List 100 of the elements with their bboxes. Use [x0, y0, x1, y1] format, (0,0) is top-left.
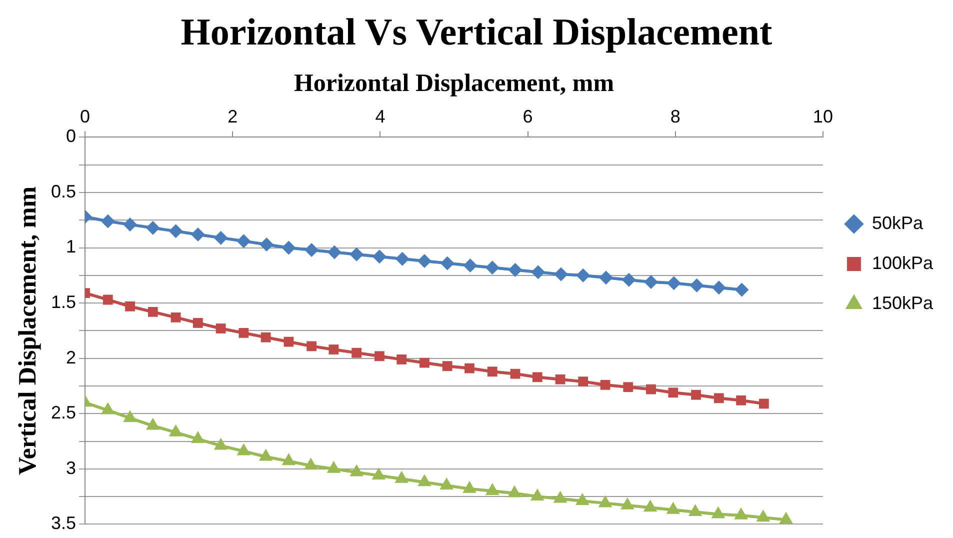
point	[282, 240, 296, 255]
point	[304, 242, 319, 257]
point	[734, 507, 748, 520]
point	[442, 361, 452, 372]
point	[711, 506, 726, 518]
y-tick-label: 2.5	[50, 402, 76, 423]
point	[190, 228, 205, 242]
point	[690, 278, 704, 292]
legend-label: 100kPa	[872, 252, 934, 273]
point	[643, 500, 658, 512]
point	[372, 468, 386, 480]
point	[578, 376, 588, 387]
y-tick-label: 3.5	[50, 513, 76, 534]
point	[327, 245, 342, 260]
point	[668, 388, 678, 398]
point	[758, 398, 769, 409]
point	[463, 258, 478, 272]
y-tick-label: 0.5	[50, 181, 76, 202]
point	[623, 382, 634, 392]
legend-label: 50kPa	[872, 212, 924, 233]
point	[418, 474, 432, 486]
point	[258, 448, 273, 461]
point	[146, 220, 160, 235]
point	[646, 384, 656, 394]
point	[688, 504, 702, 516]
point	[306, 341, 317, 352]
point	[123, 410, 137, 422]
point	[260, 237, 274, 252]
point	[236, 234, 251, 248]
y-tick-label: 1.5	[50, 292, 76, 312]
x-tick-label: 4	[375, 106, 386, 126]
point	[620, 497, 634, 510]
x-tick-label: 10	[812, 106, 833, 126]
point	[125, 301, 135, 312]
point	[464, 363, 474, 374]
point	[691, 390, 701, 400]
point	[214, 438, 228, 450]
point	[168, 424, 183, 436]
point	[282, 453, 296, 466]
point	[170, 312, 181, 322]
point	[600, 380, 610, 390]
point	[396, 354, 407, 364]
point	[666, 502, 680, 514]
point	[352, 348, 362, 358]
point	[350, 247, 364, 262]
point	[372, 250, 386, 264]
point	[304, 458, 318, 470]
point	[123, 218, 138, 232]
point	[440, 478, 454, 490]
point	[575, 492, 590, 505]
point	[756, 510, 770, 522]
point	[462, 480, 476, 493]
point	[666, 276, 681, 290]
point	[148, 306, 158, 317]
x-tick-label: 2	[228, 106, 238, 126]
point	[440, 256, 454, 270]
point	[216, 324, 226, 334]
y-tick-label: 2	[66, 347, 76, 368]
point	[487, 366, 498, 377]
point	[554, 267, 568, 282]
point	[485, 483, 500, 496]
y-axis-title: Vertical Displacement, mm	[14, 186, 42, 475]
point	[100, 402, 115, 414]
point	[191, 431, 205, 444]
point	[100, 214, 115, 228]
point	[531, 265, 546, 280]
point	[394, 470, 409, 483]
point	[328, 344, 339, 354]
point	[350, 464, 364, 476]
point	[485, 260, 500, 275]
point	[598, 495, 612, 508]
point	[530, 488, 544, 501]
point	[102, 294, 113, 305]
point	[712, 280, 726, 295]
point	[146, 418, 160, 430]
x-axis-title: Horizontal Displacement, mm	[294, 70, 614, 98]
point	[395, 252, 410, 266]
point	[714, 393, 724, 404]
x-tick-label: 8	[670, 106, 680, 126]
point	[260, 332, 271, 342]
x-tick-label: 6	[522, 106, 533, 126]
y-tick-label: 3	[66, 458, 76, 478]
x-tick-label: 0	[80, 106, 90, 126]
point	[736, 395, 746, 406]
point	[192, 318, 203, 328]
point	[236, 443, 251, 456]
point	[374, 351, 384, 362]
point	[508, 485, 522, 498]
point	[779, 512, 793, 524]
point	[284, 336, 294, 347]
point	[734, 282, 749, 297]
point	[599, 270, 613, 285]
point	[622, 272, 636, 287]
y-tick-label: 1	[66, 236, 76, 257]
point	[420, 358, 430, 368]
point	[644, 275, 658, 290]
point	[510, 368, 520, 379]
point	[326, 460, 341, 473]
y-tick-label: 0	[66, 126, 76, 146]
point	[238, 328, 249, 338]
